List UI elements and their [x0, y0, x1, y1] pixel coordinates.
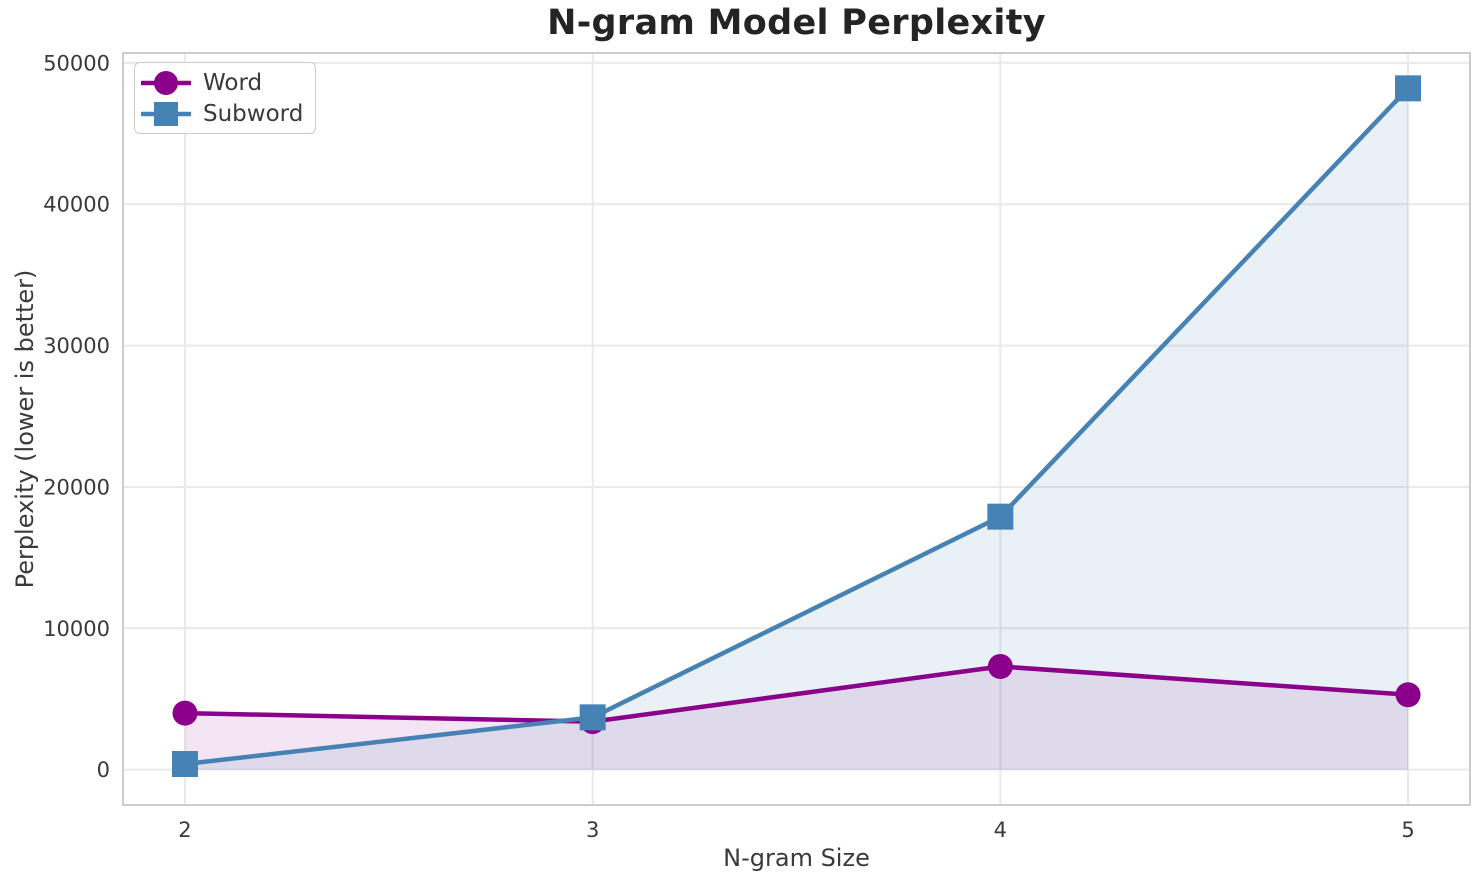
- y-tick-label: 20000: [43, 475, 110, 499]
- word-line: [182, 664, 1411, 724]
- subword-line-marker-icon: [139, 101, 193, 127]
- word-area-fill: [184, 666, 1409, 770]
- x-tick-label: 5: [1401, 818, 1414, 842]
- subword-data-point: [579, 704, 606, 731]
- x-tick-label: 2: [178, 818, 191, 842]
- subword-area-fill: [184, 88, 1409, 770]
- subword-line: [182, 86, 1411, 767]
- word-data-point: [1395, 682, 1421, 708]
- legend-item-word: Word: [139, 67, 303, 98]
- x-tick-label: 4: [994, 818, 1007, 842]
- x-tick-label: 3: [586, 818, 599, 842]
- subword-data-point: [987, 503, 1014, 530]
- word-line-marker-icon: [139, 70, 193, 96]
- legend: Word Subword: [134, 62, 317, 134]
- y-tick-label: 0: [97, 758, 110, 782]
- subword-data-point: [171, 751, 198, 778]
- y-tick-label: 10000: [43, 617, 110, 641]
- x-axis-label: N-gram Size: [723, 844, 870, 872]
- chart-title: N-gram Model Perplexity: [547, 3, 1046, 43]
- word-legend-glyph: [139, 70, 193, 95]
- y-axis-label: Perplexity (lower is better): [11, 269, 39, 589]
- legend-label-word: Word: [203, 69, 263, 96]
- subword-data-point: [1395, 75, 1422, 102]
- word-data-point: [987, 653, 1013, 679]
- word-data-point: [172, 700, 198, 726]
- y-tick-label: 50000: [43, 51, 110, 75]
- legend-item-subword: Subword: [139, 98, 304, 129]
- axes-frame: [122, 52, 1471, 806]
- legend-label-subword: Subword: [203, 100, 304, 127]
- y-tick-label: 40000: [43, 193, 110, 217]
- subword-legend-glyph: [139, 101, 193, 126]
- y-tick-label: 30000: [43, 334, 110, 358]
